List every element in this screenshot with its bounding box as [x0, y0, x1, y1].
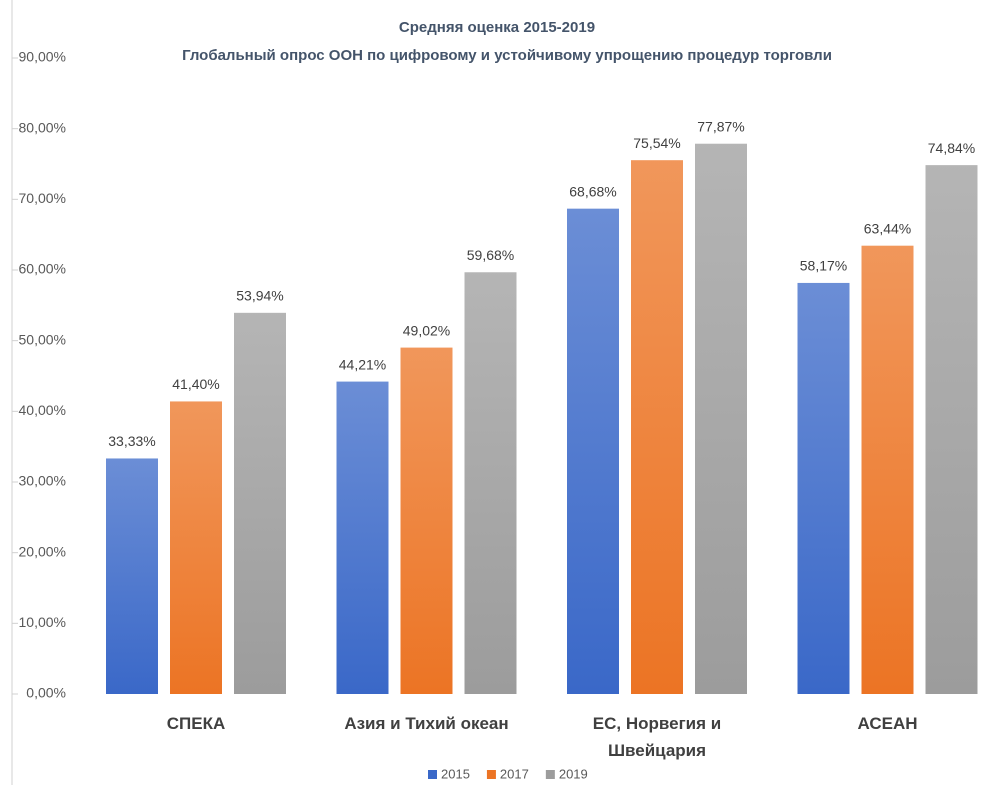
data-label: 44,21%	[339, 356, 386, 372]
legend-swatch	[486, 770, 496, 779]
bar	[400, 347, 453, 694]
data-label: 53,94%	[236, 288, 283, 304]
bar	[464, 272, 517, 694]
legend-swatch	[428, 770, 437, 779]
y-tick-label: 80,00%	[19, 119, 66, 135]
y-tick-label: 50,00%	[19, 331, 66, 347]
chart-title: Средняя оценка 2015-2019	[399, 19, 595, 36]
data-label: 75,54%	[633, 135, 680, 151]
y-tick-label: 10,00%	[19, 614, 66, 630]
bar	[106, 458, 158, 694]
bar	[170, 401, 222, 694]
y-tick-label: 90,00%	[19, 49, 66, 65]
chart-subtitle: Глобальный опрос ООН по цифровому и усто…	[182, 47, 832, 64]
x-tick-label: Азия и Тихий океан	[344, 714, 509, 733]
data-label: 74,84%	[928, 140, 975, 156]
x-tick-label: ЕС, Норвегия и Швейцария	[592, 714, 722, 760]
bar	[797, 282, 850, 694]
data-label: 59,68%	[467, 247, 514, 263]
y-tick-label: 60,00%	[19, 261, 66, 277]
legend-label: 2017	[500, 766, 529, 781]
data-label: 68,68%	[569, 183, 616, 199]
y-tick-label: 30,00%	[19, 473, 66, 489]
bar	[925, 165, 978, 694]
data-label: 33,33%	[108, 433, 155, 449]
data-label: 41,40%	[172, 376, 219, 392]
data-label: 49,02%	[403, 322, 450, 338]
data-label: 77,87%	[697, 118, 744, 134]
x-tick-label: АСЕАН	[857, 714, 918, 733]
legend-swatch	[545, 770, 555, 779]
bar	[695, 143, 747, 694]
data-label: 58,17%	[800, 258, 847, 274]
bar	[234, 312, 286, 694]
bar	[631, 160, 683, 694]
y-tick-label: 70,00%	[19, 190, 66, 206]
bar	[567, 208, 619, 695]
bar	[336, 381, 389, 694]
bar	[861, 245, 914, 694]
legend-label: 2015	[441, 766, 470, 781]
y-tick-label: 20,00%	[19, 543, 66, 559]
x-tick-label: СПЕКА	[166, 714, 226, 733]
y-tick-label: 40,00%	[19, 402, 66, 418]
legend-label: 2019	[559, 766, 588, 781]
y-tick-label: 0,00%	[26, 685, 66, 701]
data-label: 63,44%	[864, 220, 911, 236]
